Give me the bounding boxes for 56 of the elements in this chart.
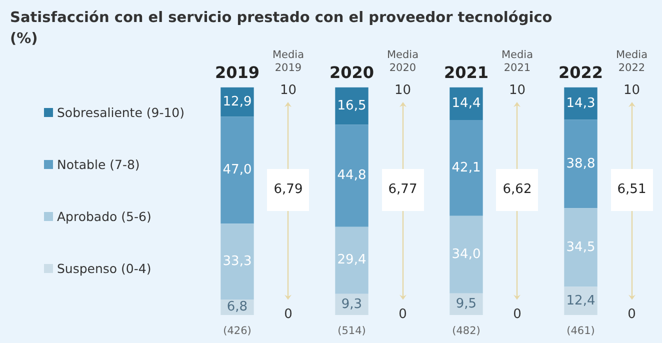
bar bbox=[220, 224, 254, 300]
legend-label: Aprobado (5-6) bbox=[57, 209, 152, 224]
data-label: 42,1 bbox=[452, 160, 481, 176]
bar bbox=[335, 124, 368, 227]
bar bbox=[564, 87, 598, 120]
legend-label: Sobresaliente (9-10) bbox=[57, 105, 184, 120]
annotation: 10 bbox=[623, 83, 640, 98]
x-tick-label: 2022 bbox=[558, 62, 604, 82]
text: Media 2020 bbox=[386, 49, 420, 76]
text: (426) bbox=[223, 325, 252, 337]
bar bbox=[564, 120, 598, 208]
x-tick-label: 2021 bbox=[444, 62, 489, 82]
data-label: 34,5 bbox=[566, 240, 596, 255]
data-label: 14,4 bbox=[452, 96, 481, 111]
annotation: 0 bbox=[628, 307, 636, 322]
chart-title: Satisfacción con el servicio prestado con el proveedor tecnológico (%) bbox=[10, 9, 554, 49]
text: Media 2021 bbox=[500, 49, 534, 76]
text: (482) bbox=[452, 325, 480, 337]
bar bbox=[335, 87, 368, 125]
data-label: 9,3 bbox=[341, 296, 362, 312]
bar bbox=[564, 208, 598, 287]
annotation: 0 bbox=[284, 307, 292, 322]
annotation: 10 bbox=[508, 83, 526, 98]
annotation: 10 bbox=[394, 83, 412, 98]
x-tick-label: 2019 bbox=[214, 62, 260, 82]
x-tick-label: 2020 bbox=[329, 62, 374, 82]
bar bbox=[450, 120, 483, 216]
text: (514) bbox=[338, 325, 366, 337]
annotation: 10 bbox=[280, 83, 297, 98]
data-label: 29,4 bbox=[337, 252, 366, 268]
annotation: 6,51 bbox=[610, 169, 653, 212]
legend-label: Notable (7-8) bbox=[57, 157, 140, 172]
data-label: 33,3 bbox=[222, 254, 252, 269]
data-label: 16,5 bbox=[337, 98, 366, 114]
data-label: 9,5 bbox=[456, 296, 477, 312]
annotation: 0 bbox=[398, 307, 407, 322]
data-label: 12,9 bbox=[222, 94, 252, 110]
bar bbox=[220, 116, 254, 224]
data-label: 34,0 bbox=[452, 247, 481, 262]
annotation: 6,77 bbox=[382, 169, 424, 212]
data-label: 44,8 bbox=[337, 168, 366, 184]
text: (461) bbox=[566, 325, 595, 337]
text: Media 2019 bbox=[271, 49, 306, 76]
text: Media 2022 bbox=[614, 49, 649, 76]
data-label: 38,8 bbox=[566, 156, 596, 172]
bar bbox=[335, 226, 368, 294]
data-label: 12,4 bbox=[566, 293, 596, 308]
data-label: 47,0 bbox=[222, 162, 252, 178]
bar bbox=[450, 216, 483, 294]
data-label: 14,3 bbox=[566, 96, 596, 111]
data-label: 6,8 bbox=[226, 300, 248, 315]
bar bbox=[450, 87, 483, 120]
legend-label: Suspenso (0-4) bbox=[57, 261, 152, 276]
annotation: 6,79 bbox=[267, 169, 310, 212]
annotation: 6,62 bbox=[496, 169, 538, 212]
annotation: 0 bbox=[513, 307, 522, 322]
